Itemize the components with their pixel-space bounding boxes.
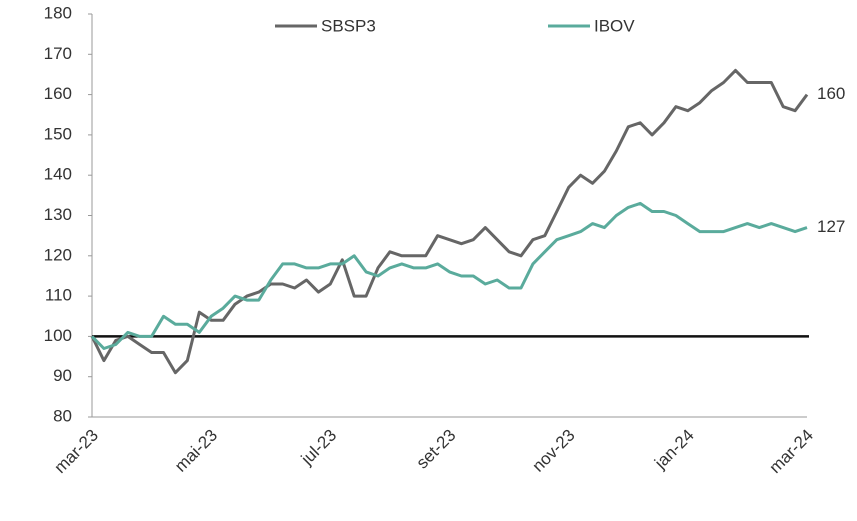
- y-tick-label: 170: [44, 44, 72, 63]
- legend-label: IBOV: [594, 16, 635, 35]
- x-tick-label: mai-23: [171, 426, 221, 476]
- legend-label: SBSP3: [321, 16, 376, 35]
- y-tick-label: 80: [53, 406, 72, 425]
- y-tick-label: 150: [44, 124, 72, 143]
- y-tick-label: 110: [45, 286, 72, 305]
- y-tick-label: 120: [44, 245, 72, 264]
- x-tick-label: mar-24: [765, 426, 817, 478]
- end-label: 127: [817, 217, 845, 236]
- y-tick-label: 140: [44, 165, 72, 184]
- x-tick-label: jan-24: [650, 426, 698, 474]
- y-tick-label: 130: [44, 205, 72, 224]
- y-tick-label: 180: [44, 3, 72, 22]
- x-tick-label: nov-23: [528, 426, 578, 476]
- y-tick-label: 160: [44, 84, 72, 103]
- end-label: 160: [817, 84, 845, 103]
- series-line: [90, 201, 808, 350]
- y-tick-label: 100: [44, 326, 72, 345]
- y-tick-label: 90: [53, 366, 72, 385]
- x-tick-label: jul-23: [297, 426, 341, 470]
- x-tick-label: set-23: [413, 426, 460, 473]
- x-tick-label: mar-23: [50, 426, 102, 478]
- series-line: [90, 68, 809, 375]
